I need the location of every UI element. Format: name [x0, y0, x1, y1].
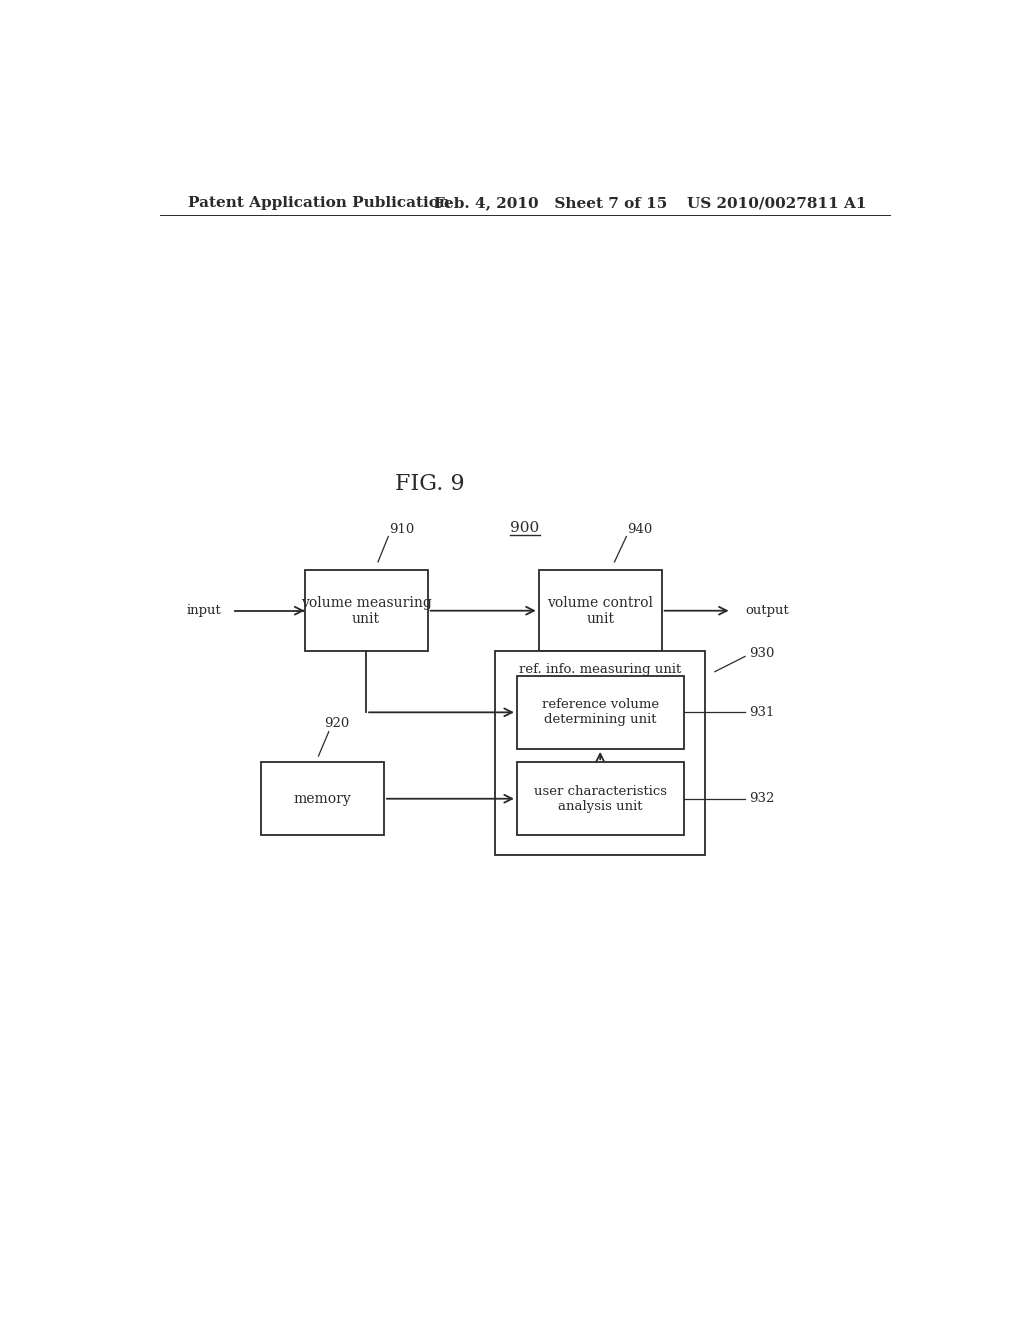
Bar [517, 762, 684, 836]
Text: 931: 931 [749, 706, 774, 719]
Text: volume control
unit: volume control unit [547, 595, 653, 626]
Text: 930: 930 [749, 647, 774, 660]
Text: 920: 920 [324, 717, 349, 730]
Bar [517, 676, 684, 748]
Bar [261, 762, 384, 836]
Text: 932: 932 [749, 792, 774, 805]
Text: reference volume
determining unit: reference volume determining unit [542, 698, 658, 726]
Text: 940: 940 [628, 523, 652, 536]
Bar [495, 651, 706, 854]
Text: output: output [745, 605, 788, 618]
Text: Feb. 4, 2010   Sheet 7 of 15: Feb. 4, 2010 Sheet 7 of 15 [433, 197, 667, 210]
Text: 900: 900 [510, 521, 540, 536]
Text: user characteristics
analysis unit: user characteristics analysis unit [534, 784, 667, 813]
Text: Patent Application Publication: Patent Application Publication [187, 197, 450, 210]
Bar [539, 570, 662, 651]
Bar [304, 570, 428, 651]
Text: ref. info. measuring unit: ref. info. measuring unit [519, 663, 681, 676]
Text: volume measuring
unit: volume measuring unit [301, 595, 431, 626]
Text: US 2010/0027811 A1: US 2010/0027811 A1 [687, 197, 867, 210]
Text: 910: 910 [389, 523, 415, 536]
Text: FIG. 9: FIG. 9 [395, 473, 464, 495]
Text: input: input [186, 605, 221, 618]
Text: memory: memory [294, 792, 351, 805]
